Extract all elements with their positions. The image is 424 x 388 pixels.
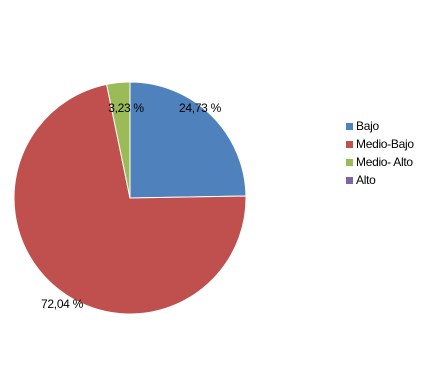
chart-legend: Bajo Medio-Bajo Medio- Alto Alto <box>346 117 414 189</box>
legend-item-medio-bajo: Medio-Bajo <box>346 135 414 153</box>
data-label-medio-bajo: 72,04 % <box>41 297 84 311</box>
legend-item-medio-alto: Medio- Alto <box>346 153 414 171</box>
legend-item-alto: Alto <box>346 171 414 189</box>
data-label-medio-alto: 3,23 % <box>108 101 144 115</box>
legend-label-medio-alto: Medio- Alto <box>356 155 413 169</box>
legend-swatch-bajo <box>346 122 353 130</box>
legend-item-bajo: Bajo <box>346 117 414 135</box>
legend-swatch-medio-bajo <box>346 140 353 148</box>
data-label-bajo: 24,73 % <box>179 101 222 115</box>
pie-slice-medio-alto <box>106 81 131 199</box>
pie-slice-bajo <box>129 81 247 199</box>
legend-swatch-medio-alto <box>346 158 353 166</box>
legend-label-alto: Alto <box>356 173 376 187</box>
legend-label-medio-bajo: Medio-Bajo <box>356 137 414 151</box>
pie-data-labels: 24,73 % 72,04 % 3,23 % <box>41 101 222 311</box>
pie-slice-medio-bajo <box>13 83 247 315</box>
legend-label-bajo: Bajo <box>356 119 379 133</box>
legend-swatch-alto <box>346 176 353 184</box>
pie-slices <box>13 81 247 315</box>
